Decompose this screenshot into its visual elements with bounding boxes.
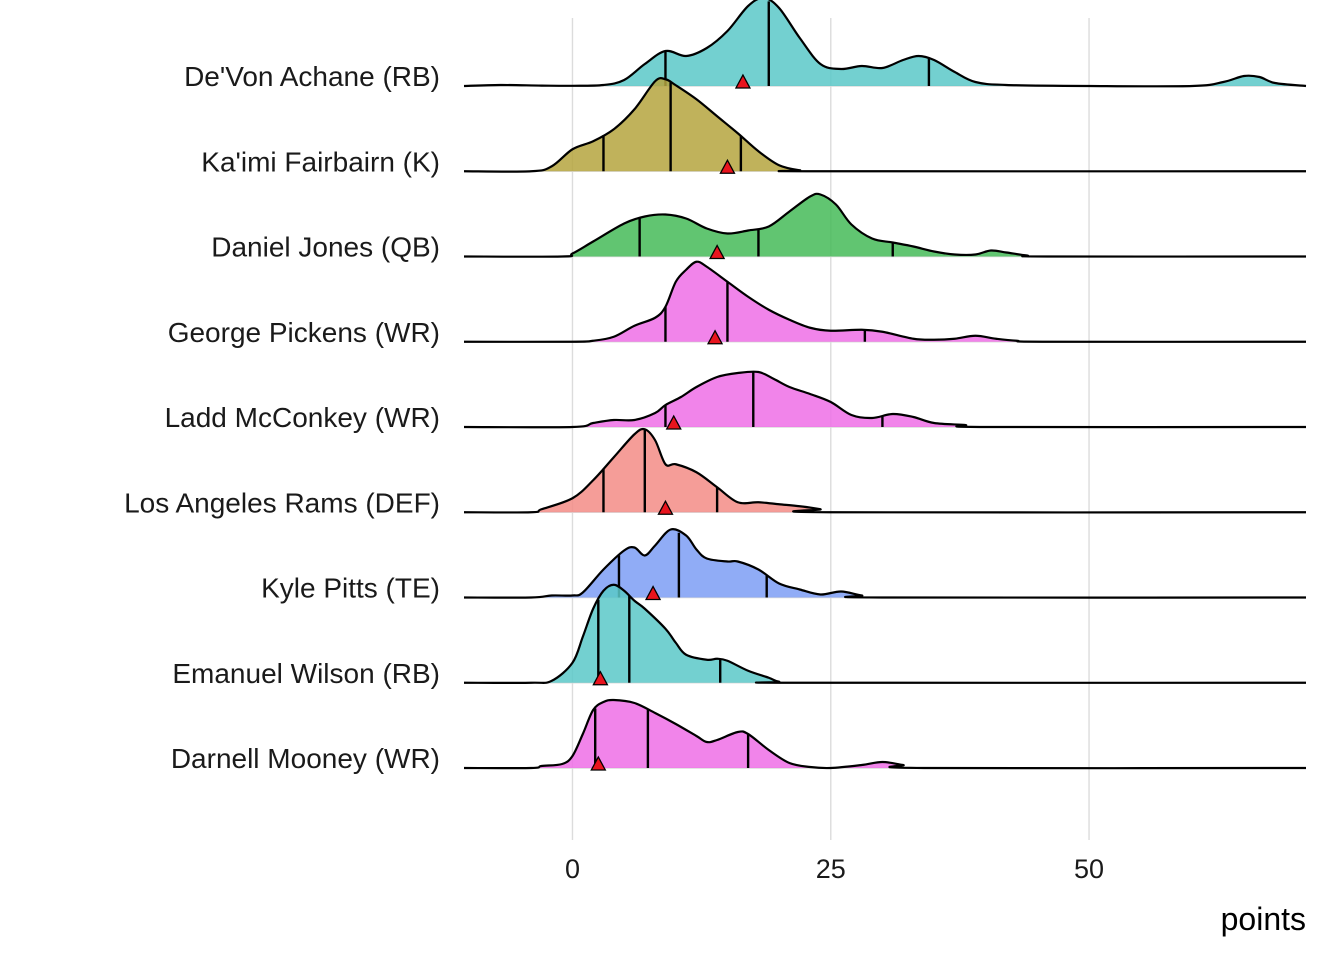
player-label: De'Von Achane (RB) [184, 61, 440, 92]
ridge-group [463, 0, 1307, 89]
ridge-density-outline [463, 260, 1307, 343]
player-label: Los Angeles Rams (DEF) [124, 487, 440, 518]
actual-points-marker [709, 244, 726, 260]
x-tick-label: 50 [1074, 854, 1104, 884]
x-tick-label: 0 [565, 854, 580, 884]
ridge-group [463, 192, 1307, 260]
player-label: George Pickens (WR) [168, 317, 440, 348]
ridge-density-outline [463, 698, 1307, 770]
ridge-density-outline [463, 77, 1307, 173]
ridge-density-outline [463, 370, 1307, 429]
ridge-layer [463, 0, 1307, 771]
ridge-density-outline [463, 0, 1307, 88]
ridge-density-outline [463, 528, 1307, 599]
ridge-group [463, 77, 1307, 174]
player-labels: De'Von Achane (RB) Ka'imi Fairbairn (K) Da… [124, 61, 440, 774]
ridge-density-outline [463, 427, 1307, 514]
actual-points-marker [665, 414, 682, 430]
player-label: Daniel Jones (QB) [211, 232, 440, 263]
ridge-group [463, 698, 1307, 771]
ridge-density-outline [463, 583, 1307, 684]
ridge-group [463, 427, 1307, 515]
ridge-density-area [464, 529, 1306, 598]
actual-points-marker [734, 73, 752, 89]
ridge-group [463, 583, 1307, 686]
ridge-density-area [464, 371, 1306, 428]
ridge-density-area [464, 584, 1306, 683]
actual-points-marker [644, 585, 662, 601]
ridge-density-area [464, 699, 1306, 769]
player-label: Emanuel Wilson (RB) [172, 658, 440, 689]
ridge-group [463, 260, 1307, 345]
ridge-density-area [464, 78, 1306, 172]
actual-points-marker [719, 158, 736, 174]
ridge-group [463, 370, 1307, 430]
ridge-density-area [464, 0, 1306, 87]
ridge-density-area [464, 261, 1306, 342]
ridge-group [463, 528, 1307, 601]
ridge-density-outline [463, 192, 1307, 258]
actual-points-marker [706, 329, 724, 345]
actual-points-marker [657, 499, 674, 515]
player-label: Ladd McConkey (WR) [165, 402, 440, 433]
ridge-density-area [464, 428, 1306, 513]
actual-points-marker [592, 670, 609, 686]
player-label: Kyle Pitts (TE) [261, 573, 440, 604]
x-axis-ticks: 0 25 50 [565, 854, 1104, 884]
actual-points-marker [590, 755, 607, 771]
ridge-density-area [464, 193, 1306, 257]
x-tick-label: 25 [816, 854, 846, 884]
player-label: Ka'imi Fairbairn (K) [201, 146, 440, 177]
player-label: Darnell Mooney (WR) [171, 743, 440, 774]
x-axis-title: points [1221, 901, 1306, 937]
